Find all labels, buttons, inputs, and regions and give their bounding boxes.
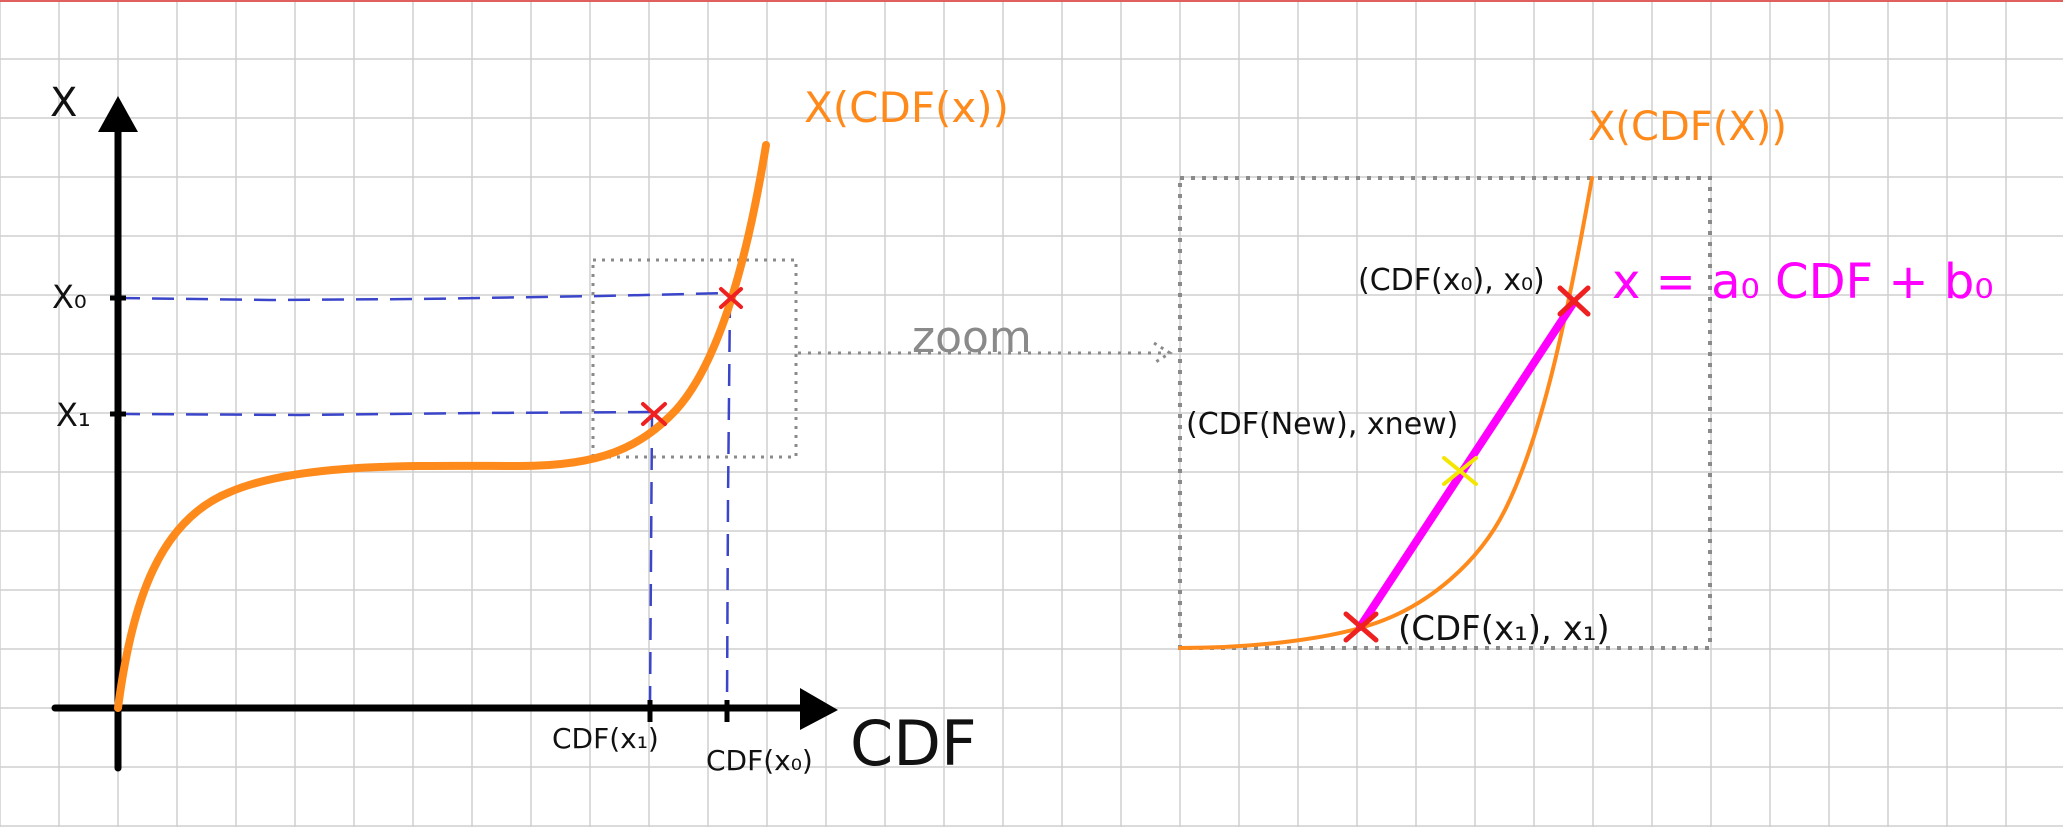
zoomed-box (1178, 176, 1712, 650)
zoomed-marker-x0 (1557, 285, 1591, 317)
zoom-label: zoom (912, 312, 1032, 363)
right-curve-label: X(CDF(X)) (1588, 104, 1787, 150)
y-axis-label: X (50, 80, 77, 126)
zoom-region-box (591, 258, 798, 459)
cdf-curve (114, 141, 770, 712)
x-tick-label-cdf-x0: CDF(x₀) (706, 744, 813, 777)
zoomed-marker-x1 (1343, 611, 1379, 643)
zoom-connector: zoom (798, 312, 1173, 365)
marker-x1 (641, 402, 667, 426)
point-label-x0: (CDF(x₀), x₀) (1358, 263, 1545, 298)
point-label-x1: (CDF(x₁), x₁) (1398, 609, 1610, 649)
y-tick-label-x1: X₁ (56, 396, 91, 434)
left-curve-label: X(CDF(x)) (804, 83, 1009, 132)
new-point-marker (1442, 456, 1478, 486)
guide-cdf-x0-vertical (725, 295, 732, 709)
x-axis-arrowhead (800, 688, 838, 730)
y-tick-label-x0: X₀ (52, 278, 87, 316)
point-label-new: (CDF(New), xnew) (1186, 407, 1458, 442)
y-axis-arrowhead (98, 96, 138, 132)
zoom-arrowhead (1153, 341, 1173, 365)
guide-cdf-x1-vertical (648, 413, 654, 709)
guide-x0-horizontal (117, 291, 731, 302)
x-axis-label: CDF (850, 707, 977, 780)
x-tick-label-cdf-x1: CDF(x₁) (552, 722, 659, 755)
guide-x1-horizontal (117, 410, 653, 417)
right-plot: X(CDF(X)) (CDF(x₀), x₀) (CDF(New), xnew)… (1178, 104, 1994, 650)
zoomed-cdf-curve (1178, 176, 1594, 650)
marker-x0 (719, 287, 743, 309)
left-plot: X X₀ X₁ CDF(x₁) CDF(x₀) CDF X(CDF(x)) (50, 80, 1009, 780)
interpolation-equation: x = a₀ CDF + b₀ (1612, 254, 1994, 310)
